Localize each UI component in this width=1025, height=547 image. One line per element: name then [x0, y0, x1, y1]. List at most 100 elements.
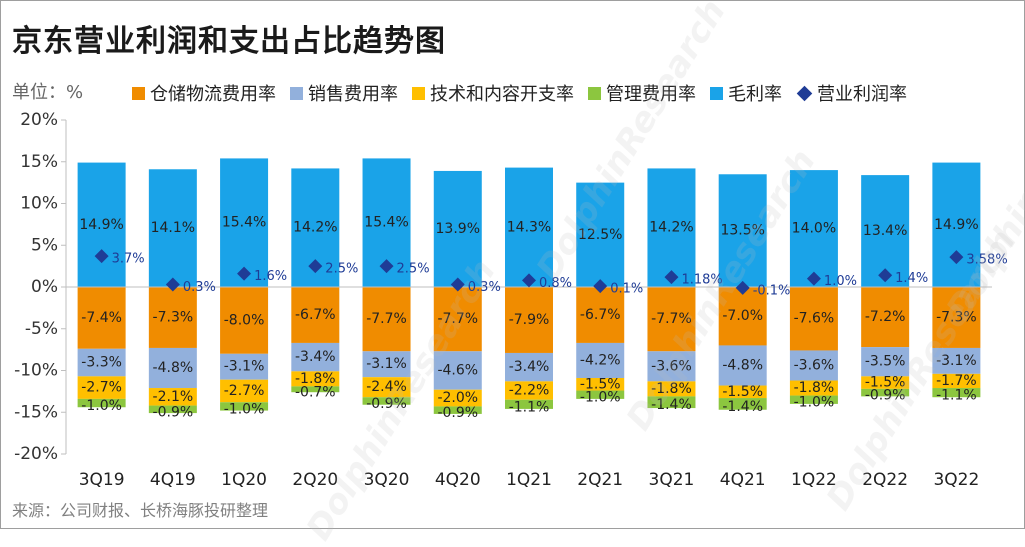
- legend-label: 毛利率: [728, 84, 782, 105]
- bar-data-label: -3.6%: [651, 358, 692, 374]
- bar-segment: [362, 397, 411, 405]
- bar-data-label: 14.2%: [293, 220, 337, 236]
- legend-label: 营业利润率: [817, 84, 907, 105]
- margin-data-label: 1.6%: [254, 269, 287, 284]
- legend-item: 毛利率: [710, 80, 782, 106]
- margin-data-label: 2.5%: [397, 262, 430, 277]
- bar-segment: [433, 351, 482, 390]
- bar-data-label: -2.0%: [437, 390, 478, 406]
- bar-segment: [362, 351, 411, 378]
- bar-segment: [148, 347, 197, 389]
- y-tick-label: 15%: [20, 152, 58, 172]
- bar-data-label: -1.5%: [865, 375, 906, 391]
- bar-data-label: -1.4%: [722, 399, 763, 415]
- legend-item: 营业利润率: [796, 80, 907, 106]
- bar-data-label: -6.7%: [295, 307, 336, 323]
- bar-segment: [789, 350, 838, 381]
- bar-data-label: 13.9%: [436, 221, 480, 237]
- bar-data-label: -2.7%: [224, 383, 265, 399]
- bar-data-label: -7.3%: [936, 309, 977, 325]
- bar-segment: [291, 371, 340, 387]
- margin-data-label: -0.1%: [753, 283, 791, 298]
- bar-segment: [932, 347, 981, 374]
- margin-data-label: 3.7%: [112, 252, 145, 267]
- bar-data-label: -1.0%: [580, 390, 621, 406]
- bar-data-label: -4.8%: [722, 357, 763, 373]
- bar-segment: [433, 287, 482, 352]
- bar-segment: [718, 385, 767, 399]
- margin-data-label: 1.4%: [895, 271, 928, 286]
- bar-data-label: -7.7%: [437, 311, 478, 327]
- bar-data-label: 15.4%: [364, 215, 408, 231]
- legend-item: 技术和内容开支率: [412, 80, 574, 106]
- chart-plot: -20% -15% -10% -5% 0% 5% 10% 15% 20% 14.9% 14.1% 15…: [14, 110, 1008, 490]
- bar-data-label: -4.8%: [153, 360, 194, 376]
- bar-data-label: -1.5%: [722, 384, 763, 400]
- margin-marker: [664, 270, 679, 285]
- bar-data-label: -3.1%: [224, 359, 265, 375]
- bar-segment: [77, 376, 126, 399]
- x-tick-label: 4Q19: [150, 470, 196, 490]
- bar-segment: [362, 377, 411, 398]
- bar-segment: [433, 406, 482, 414]
- bar-segment: [148, 405, 197, 414]
- unit-label: 单位：%: [12, 82, 84, 103]
- x-tick-label: 3Q20: [364, 470, 410, 490]
- margin-marker: [237, 266, 252, 281]
- bar-data-label: -2.7%: [81, 380, 122, 396]
- bar-segment: [718, 345, 767, 386]
- bar-data-label: -1.0%: [794, 395, 835, 411]
- legend-label: 销售费用率: [308, 84, 398, 105]
- bar-data-label: -4.2%: [580, 352, 621, 368]
- chart-title: 京东营业利润和支出占比趋势图: [12, 24, 446, 59]
- margin-marker: [806, 271, 821, 286]
- bar-segment: [505, 167, 553, 287]
- bar-data-label: -7.9%: [509, 312, 550, 328]
- bar-segment: [789, 170, 838, 287]
- legend-item: 仓储物流费用率: [132, 80, 276, 106]
- bar-segment: [77, 162, 126, 287]
- x-tick-label: 4Q21: [720, 470, 766, 490]
- bar-segment: [932, 162, 981, 287]
- y-tick-label: -15%: [14, 402, 58, 422]
- bar-data-label: -0.9%: [366, 396, 407, 412]
- bar-data-label: -0.9%: [437, 405, 478, 421]
- bar-data-label: -0.7%: [295, 384, 336, 400]
- bar-segment: [505, 287, 553, 353]
- y-tick-label: -5%: [25, 319, 58, 339]
- bar-segment: [77, 287, 126, 349]
- bar-segment: [647, 287, 696, 352]
- bar-data-label: 14.3%: [507, 219, 551, 235]
- margin-data-label: 0.3%: [468, 280, 501, 295]
- bar-segment: [220, 158, 269, 287]
- bar-segment: [647, 381, 696, 397]
- bar-data-label: -2.4%: [366, 379, 407, 395]
- margin-data-label: 3.58%: [966, 253, 1007, 268]
- x-tick-label: 3Q21: [649, 470, 695, 490]
- bar-segment: [291, 342, 340, 372]
- legend: 仓储物流费用率 销售费用率 技术和内容开支率 管理费用率 毛利率 营业利润率: [132, 80, 921, 106]
- bar-segment: [77, 348, 126, 377]
- margin-marker: [735, 280, 750, 295]
- bar-data-label: -6.7%: [580, 307, 621, 323]
- bar-data-label: 14.1%: [151, 220, 195, 236]
- bar-data-label: -7.2%: [865, 309, 906, 325]
- margin-marker: [450, 277, 465, 292]
- bar-data-label: -1.1%: [936, 388, 977, 404]
- bar-data-label: 14.0%: [792, 221, 836, 237]
- bar-data-label: -7.7%: [366, 311, 407, 327]
- bar-segment: [576, 287, 625, 343]
- x-tick-label: 1Q20: [221, 470, 267, 490]
- bar-segment: [576, 378, 625, 391]
- margin-data-label: 1.0%: [824, 274, 857, 289]
- bar-segment: [932, 373, 981, 389]
- margin-data-label: 0.8%: [539, 276, 572, 291]
- bar-segment: [505, 381, 553, 400]
- bar-data-label: -3.5%: [865, 354, 906, 370]
- margin-marker: [94, 249, 109, 264]
- bar-data-label: -2.1%: [153, 389, 194, 405]
- legend-swatch: [412, 86, 425, 100]
- bar-segment: [647, 351, 696, 382]
- bar-segment: [576, 182, 625, 287]
- bar-segment: [291, 287, 340, 343]
